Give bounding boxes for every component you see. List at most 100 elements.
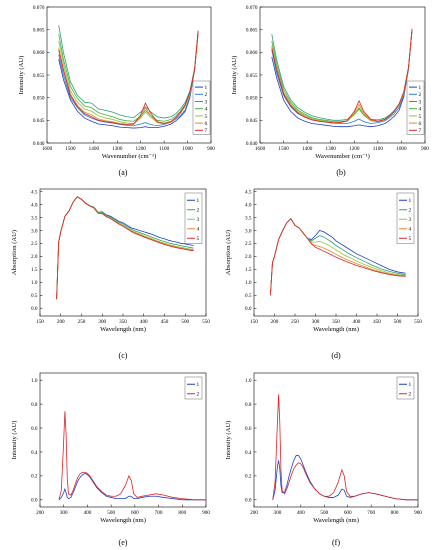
series-line-2 — [272, 394, 418, 501]
y-tick-label: 3.0 — [31, 228, 38, 234]
y-tick-label: 4.0 — [31, 202, 38, 208]
series-line-5 — [56, 196, 194, 300]
y-tick-label: 2.0 — [245, 254, 252, 260]
y-axis-label: Absorption (AU) — [225, 230, 232, 275]
x-tick-label: 350 — [332, 319, 340, 325]
x-tick-label: 400 — [140, 319, 148, 325]
x-tick-label: 1600 — [42, 146, 53, 152]
y-tick-label: 0.4 — [31, 450, 38, 456]
x-tick-label: 1100 — [159, 146, 170, 152]
series-line-1 — [270, 218, 406, 296]
legend-label: 3 — [409, 217, 412, 223]
legend-label: 4 — [419, 107, 422, 113]
series-line-2 — [58, 411, 206, 501]
y-tick-label: 0.050 — [33, 95, 45, 101]
series-line-1 — [58, 34, 199, 129]
y-axis-label: Intensity (AU) — [18, 56, 25, 95]
y-tick-label: 2.0 — [31, 254, 38, 260]
x-tick-label: 600 — [344, 510, 352, 516]
x-axis-label: Wavelength (nm) — [313, 517, 359, 524]
legend-label: 6 — [205, 121, 208, 127]
y-axis-label: Intensity (AU) — [225, 421, 232, 460]
legend-label: 5 — [409, 236, 412, 242]
x-tick-label: 350 — [119, 319, 127, 325]
legend-label: 5 — [419, 114, 422, 120]
x-tick-label: 1200 — [349, 146, 360, 152]
plot-frame — [39, 188, 207, 317]
legend-box — [184, 376, 203, 400]
x-tick-label: 250 — [291, 319, 299, 325]
y-tick-label: 0.070 — [246, 5, 258, 11]
y-tick-label: 0.0 — [31, 498, 38, 504]
plot-frame — [253, 188, 419, 317]
legend-label: 7 — [205, 128, 208, 134]
x-tick-label: 1300 — [326, 146, 337, 152]
series-line-4 — [56, 196, 194, 300]
x-axis-label: Wavenumber (cm⁻¹) — [315, 153, 370, 160]
series-line-3 — [58, 25, 199, 119]
x-tick-label: 1000 — [182, 146, 193, 152]
panel-caption: (b) — [336, 168, 346, 177]
legend-label: 2 — [197, 208, 200, 214]
legend-label: 1 — [205, 85, 208, 91]
x-tick-label: 1400 — [302, 146, 313, 152]
y-tick-label: 2.5 — [31, 241, 38, 247]
x-axis-label: Wavelength (nm) — [100, 326, 146, 333]
x-tick-label: 400 — [297, 510, 305, 516]
y-tick-label: 0.070 — [33, 5, 45, 11]
y-tick-label: 0.045 — [33, 118, 45, 124]
series-line-2 — [56, 196, 194, 300]
y-tick-label: 1.0 — [245, 378, 252, 384]
chart-panel-c: 150 200 250 300 350 400 450 500 550 0.0 0.5 1.0 1.5 2… — [11, 188, 210, 360]
series-line-5 — [270, 218, 406, 296]
y-tick-label: 0.5 — [31, 293, 38, 299]
series-line-6 — [58, 31, 199, 125]
x-tick-label: 150 — [250, 319, 258, 325]
y-tick-label: 3.5 — [31, 215, 38, 221]
y-tick-label: 3.5 — [245, 215, 252, 221]
x-tick-label: 600 — [131, 510, 139, 516]
y-axis-label: Absorption (AU) — [11, 230, 18, 275]
x-tick-label: 1200 — [136, 146, 147, 152]
y-tick-label: 0.045 — [246, 118, 258, 124]
panel-caption: (d) — [331, 351, 341, 360]
y-tick-label: 0.6 — [245, 426, 252, 432]
y-tick-label: 0.055 — [33, 73, 45, 79]
legend-label: 2 — [197, 392, 200, 398]
x-tick-label: 300 — [60, 510, 68, 516]
x-tick-label: 1000 — [396, 146, 407, 152]
y-axis-label: Intensity (AU) — [11, 421, 18, 460]
x-tick-label: 400 — [84, 510, 92, 516]
legend-label: 4 — [197, 227, 200, 233]
series-line-3 — [56, 196, 194, 300]
y-tick-label: 0.8 — [31, 402, 38, 408]
y-tick-label: 0.6 — [31, 426, 38, 432]
y-tick-label: 0.050 — [246, 95, 258, 101]
plot-frame — [253, 372, 419, 508]
x-tick-label: 200 — [57, 319, 65, 325]
x-tick-label: 900 — [421, 146, 429, 152]
y-tick-label: 2.5 — [245, 241, 252, 247]
x-axis-label: Wavenumber (cm⁻¹) — [102, 153, 157, 160]
legend-label: 1 — [409, 382, 412, 388]
y-tick-label: 0.8 — [245, 402, 252, 408]
y-tick-label: 0.060 — [246, 50, 258, 56]
x-tick-label: 1500 — [65, 146, 76, 152]
series-line-3 — [270, 218, 406, 296]
legend-label: 1 — [197, 382, 200, 388]
x-tick-label: 500 — [394, 319, 402, 325]
plot-frame — [39, 372, 207, 508]
legend-label: 2 — [409, 392, 412, 398]
series-line-7 — [271, 28, 413, 124]
x-tick-label: 800 — [391, 510, 399, 516]
legend-label: 3 — [205, 99, 208, 105]
x-tick-label: 800 — [178, 510, 186, 516]
y-tick-label: 4.0 — [245, 202, 252, 208]
panel-caption: (e) — [119, 538, 128, 547]
y-tick-label: 0.0 — [245, 498, 252, 504]
plot-frame — [46, 6, 212, 144]
y-tick-label: 4.5 — [31, 189, 38, 195]
x-tick-label: 1600 — [255, 146, 266, 152]
y-tick-label: 0.5 — [245, 293, 252, 299]
x-tick-label: 1300 — [112, 146, 123, 152]
